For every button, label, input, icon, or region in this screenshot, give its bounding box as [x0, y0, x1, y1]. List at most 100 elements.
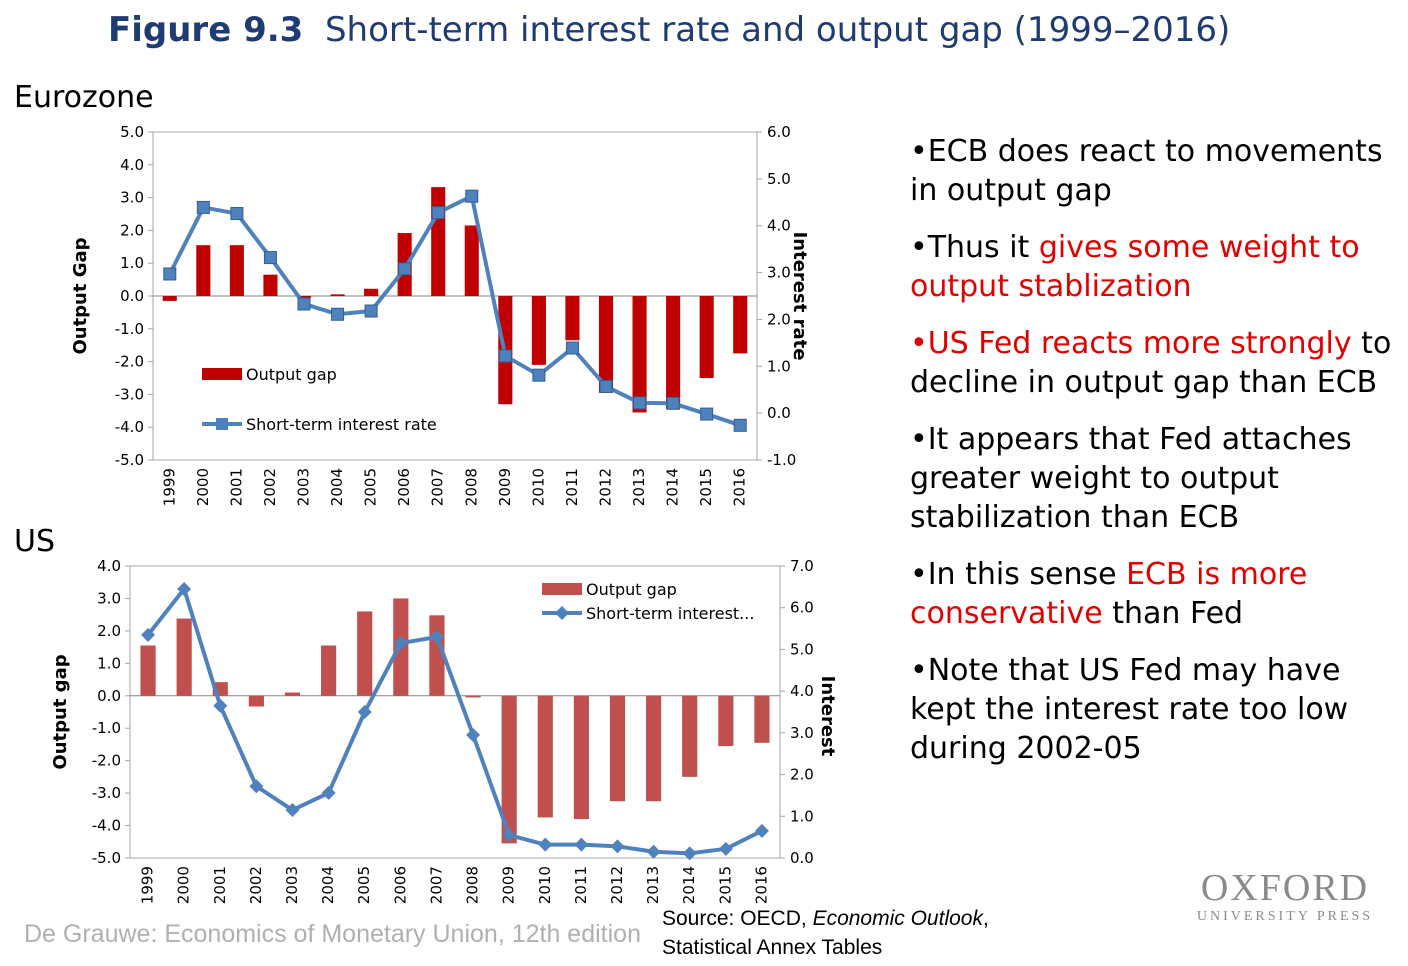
y2-tick-label: 3.0	[767, 264, 791, 282]
output-gap-bar	[464, 225, 479, 296]
interest-rate-point	[599, 379, 613, 393]
interest-rate-point	[565, 341, 579, 355]
interest-rate-point	[733, 418, 747, 432]
y2-tick-label: 5.0	[767, 170, 791, 188]
bullet-text: •It appears that Fed attaches greater we…	[910, 422, 1352, 535]
source-title: Economic Outlook	[812, 907, 983, 930]
bullet-item: •Thus it gives some weight to output sta…	[910, 228, 1400, 306]
x-tick-label: 2015	[697, 468, 715, 506]
y2-tick-label: 7.0	[790, 557, 814, 575]
output-gap-bar	[666, 296, 681, 410]
legend-bar-swatch	[542, 583, 582, 595]
y2-tick-label: 5.0	[790, 640, 814, 658]
interest-rate-point	[141, 627, 156, 642]
x-tick-label: 2001	[211, 866, 229, 904]
interest-rate-point	[393, 636, 408, 651]
x-tick-label: 2014	[664, 468, 682, 506]
output-gap-bar	[609, 695, 626, 802]
bullet-text: •US Fed reacts more strongly	[910, 326, 1352, 361]
y-tick-label: 2.0	[120, 221, 144, 239]
x-tick-label: 2010	[529, 468, 547, 506]
interest-rate-point	[538, 837, 553, 852]
legend-label: Output gap	[586, 580, 677, 599]
output-gap-bar	[699, 296, 714, 378]
y-tick-label: -1.0	[115, 320, 144, 338]
interest-rate-point	[364, 304, 378, 318]
x-tick-label: 2013	[644, 866, 662, 904]
x-tick-label: 2001	[227, 468, 245, 506]
y-tick-label: 1.0	[120, 254, 144, 272]
y-tick-label: -5.0	[92, 849, 121, 867]
x-tick-label: 2010	[536, 866, 554, 904]
interest-rate-point	[357, 705, 372, 719]
x-tick-label: 2008	[464, 866, 482, 904]
bullet-item: •Note that US Fed may have kept the inte…	[910, 651, 1400, 768]
interest-rate-point	[754, 823, 769, 838]
interest-rate-point	[263, 251, 277, 265]
interest-rate-point	[498, 349, 512, 363]
output-gap-bar	[176, 618, 192, 696]
y-tick-label: 0.0	[120, 287, 144, 305]
bullet-text: •Note that US Fed may have kept the inte…	[910, 653, 1349, 766]
legend-line-marker	[555, 606, 569, 620]
x-tick-label: 2011	[572, 866, 590, 904]
output-gap-bar	[321, 645, 337, 696]
interest-rate-point	[502, 828, 517, 843]
book-credit: De Grauwe: Economics of Monetary Union, …	[24, 920, 641, 948]
interest-rate-line	[167, 194, 741, 428]
output-gap-bar	[682, 695, 698, 777]
output-gap-bar	[501, 695, 517, 844]
interest-rate-point	[646, 844, 661, 859]
output-gap-bar	[598, 296, 614, 393]
logo-line2: UNIVERSITY PRESS	[1196, 909, 1374, 924]
output-gap-bar	[296, 296, 312, 298]
interest-rate-line	[146, 586, 763, 856]
figure-number: Figure 9.3	[108, 10, 304, 50]
x-tick-label: 2012	[608, 866, 626, 904]
x-tick-label: 2016	[731, 468, 749, 506]
output-gap-bar	[431, 187, 446, 296]
interest-rate-point	[574, 837, 589, 852]
output-gap-bar	[263, 274, 278, 296]
y-tick-label: -3.0	[115, 385, 144, 403]
y2-axis-title: Interest rate	[789, 232, 810, 361]
source-note: Source: OECD, Economic Outlook, Statisti…	[662, 904, 989, 962]
source-comma: ,	[982, 907, 989, 930]
interest-rate-point	[682, 846, 697, 861]
bullet-item: •US Fed reacts more strongly to decline …	[910, 324, 1400, 402]
interest-rate-point	[429, 629, 444, 644]
x-tick-label: 2005	[362, 468, 380, 506]
output-gap-bar	[357, 611, 373, 696]
output-gap-bar	[632, 296, 647, 413]
x-tick-label: 2004	[328, 468, 346, 506]
bullet-text: gives some weight to output stablization	[910, 230, 1360, 304]
y2-tick-label: 2.0	[767, 310, 791, 328]
interest-rate-point	[213, 698, 228, 713]
interest-rate-point	[230, 207, 244, 221]
x-tick-label: 2003	[295, 468, 313, 506]
interest-rate-point	[177, 581, 192, 596]
eurozone-chart: 5.0 4.0 3.0 2.0 1.0 0.0 -1.0 -2.0 -3.0 -4.0 -5.0 6.…	[70, 123, 810, 506]
y-tick-label: 3.0	[97, 589, 121, 607]
source-line2: Statistical Annex Tables	[662, 936, 883, 959]
y2-tick-label: 6.0	[790, 599, 814, 617]
bullet-text: •ECB does react to movements in output g…	[910, 134, 1383, 208]
bullet-text: to decline in output gap than ECB	[910, 326, 1392, 400]
x-tick-label: 2011	[563, 468, 581, 506]
x-tick-label: 2006	[391, 866, 409, 904]
y-tick-label: 2.0	[97, 622, 121, 640]
x-tick-label: 2009	[500, 866, 518, 904]
output-gap-bar	[196, 245, 211, 296]
y2-tick-label: 0.0	[790, 849, 814, 867]
output-gap-bar	[284, 692, 301, 696]
figure-title-text: Short-term interest rate and output gap …	[324, 10, 1231, 50]
y-tick-label: 4.0	[120, 156, 144, 174]
interest-rate-point	[532, 368, 546, 382]
output-gap-bar	[229, 245, 244, 296]
interest-rate-point	[196, 200, 210, 214]
interest-rate-point	[718, 841, 733, 856]
legend-label: Short-term interest...	[586, 604, 754, 623]
x-tick-label: 2009	[496, 468, 514, 506]
y2-tick-label: 1.0	[790, 807, 814, 825]
oxford-logo: OXFORD UNIVERSITY PRESS	[1170, 868, 1400, 926]
